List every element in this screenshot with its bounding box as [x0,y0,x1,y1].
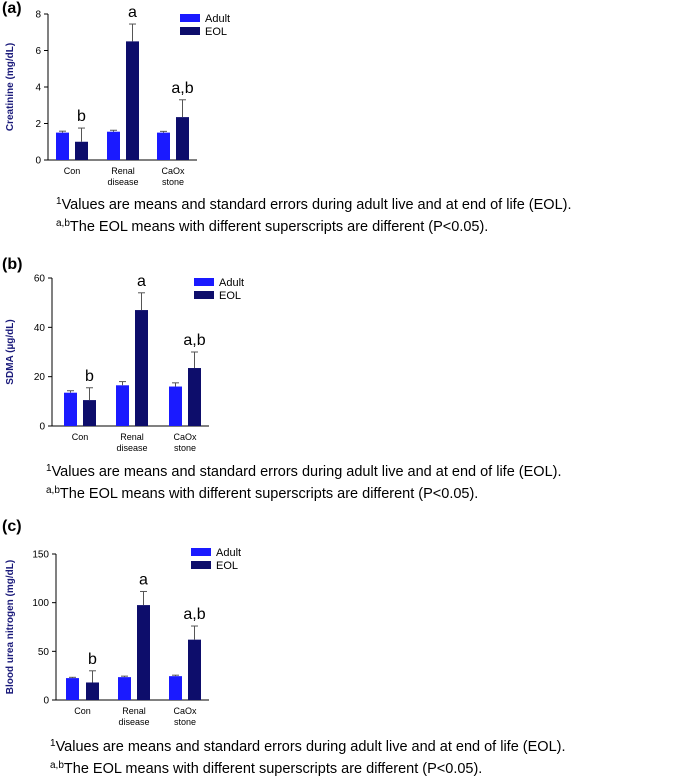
significance-letter: b [88,651,97,668]
footnote-1: 1Values are means and standard errors du… [46,463,562,481]
significance-letter: a,b [171,80,193,97]
y-tick-label: 50 [38,647,50,658]
adult-bar [118,677,131,700]
panel-label: (a) [2,0,22,17]
legend-label: EOL [205,26,227,38]
y-axis-label: Blood urea nitrogen (mg/dL) [5,560,16,694]
y-tick-label: 100 [32,598,49,609]
panel-a: (a) 0 2 4 6 8 Creatinine (mg/dL) b a a,b Con Renal… [0,0,674,250]
x-category-label: CaOx [173,706,197,716]
legend-label: Adult [216,547,241,559]
adult-bar [66,678,79,700]
adult-bar [56,132,69,160]
adult-bar [107,131,120,160]
eol-bar [188,368,201,426]
panel-label: (b) [2,256,23,273]
x-category-label: Con [72,432,89,442]
y-tick-label: 40 [34,323,46,334]
footnotes: 1Values are means and standard errors du… [50,736,566,780]
eol-bar [86,682,99,700]
legend-label: EOL [219,290,241,302]
y-tick-label: 20 [34,372,46,383]
y-tick-label: 4 [35,83,41,94]
panel-label: (c) [2,518,22,535]
eol-bar [83,400,96,426]
significance-letter: a [128,4,137,21]
significance-letter: a [137,273,146,290]
eol-bar [135,310,148,426]
x-category-label: disease [118,717,149,727]
legend-label: EOL [216,560,238,572]
y-tick-label: 0 [43,696,49,707]
creatinine-chart: 0 2 4 6 8 Creatinine (mg/dL) b a a,b Con Renaldise… [5,4,230,187]
y-tick-label: 6 [35,46,41,57]
significance-letter: a,b [183,332,205,349]
x-category-label: stone [174,443,196,453]
x-category-label: stone [174,717,196,727]
footnote-2: a,bThe EOL means with different superscr… [50,760,483,778]
adult-bar [169,386,182,426]
y-tick-label: 0 [35,156,41,167]
eol-bar [75,141,88,160]
eol-bar [126,41,139,160]
legend-swatch [191,561,211,569]
significance-letter: b [85,368,94,385]
x-category-label: Renal [120,432,144,442]
footnote-1: 1Values are means and standard errors du… [56,196,572,214]
y-axis-label: Creatinine (mg/dL) [5,43,16,131]
y-tick-label: 150 [32,550,49,561]
eol-bar [176,117,189,160]
y-axis-label: SDMA (µg/dL) [5,319,16,384]
footnotes: 1Values are means and standard errors du… [46,461,562,505]
legend-swatch [180,14,200,22]
panel-c: (c) 0 50 100 150 Blood urea nitrogen (mg/dL)… [0,518,674,782]
x-category-label: CaOx [161,166,185,176]
x-category-label: CaOx [173,432,197,442]
eol-bar [188,639,201,700]
y-tick-label: 8 [35,10,41,21]
y-tick-label: 0 [39,422,45,433]
eol-bar [137,605,150,700]
x-category-label: Con [74,706,91,716]
significance-letter: b [77,108,86,125]
legend-swatch [191,548,211,556]
legend-swatch [194,278,214,286]
x-category-label: stone [162,177,184,187]
y-tick-label: 2 [35,119,41,130]
y-tick-label: 60 [34,274,46,285]
adult-bar [169,676,182,700]
x-category-label: disease [107,177,138,187]
x-category-label: Renal [122,706,146,716]
adult-bar [116,385,129,426]
footnote-2: a,bThe EOL means with different superscr… [56,218,489,236]
footnote-1: 1Values are means and standard errors du… [50,738,566,756]
significance-letter: a [139,571,148,588]
x-category-label: disease [116,443,147,453]
significance-letter: a,b [183,606,205,623]
legend-label: Adult [219,277,244,289]
bun-chart: 0 50 100 150 Blood urea nitrogen (mg/dL) b a a,… [5,547,241,727]
adult-bar [157,132,170,160]
legend-swatch [194,291,214,299]
x-category-label: Renal [111,166,135,176]
adult-bar [64,392,77,426]
panel-b: (b) 0 20 40 60 SDMA (µg/dL) b a a,b Con Renal dise… [0,256,674,518]
footnotes: 1Values are means and standard errors du… [56,194,572,238]
legend-swatch [180,27,200,35]
x-category-label: Con [64,166,81,176]
footnote-2: a,bThe EOL means with different superscr… [46,485,479,503]
legend-label: Adult [205,13,230,25]
